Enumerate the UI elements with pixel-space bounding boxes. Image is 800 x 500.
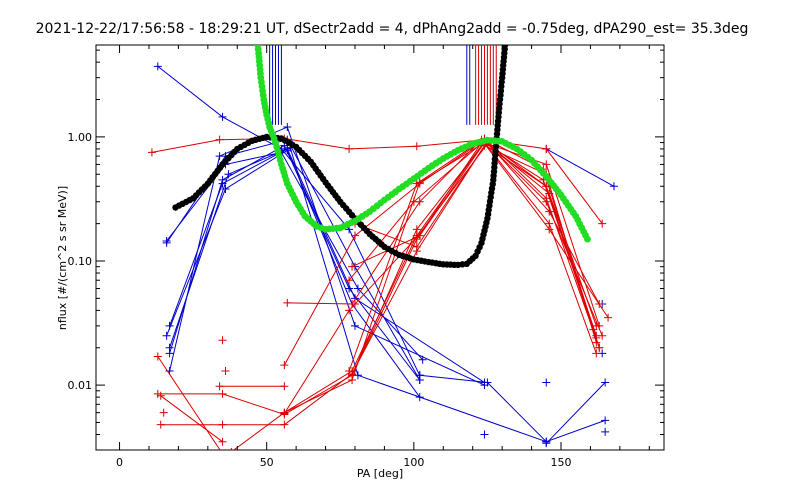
data-point-plus	[545, 219, 554, 228]
data-point-plus	[409, 197, 418, 206]
data-point-plus	[412, 242, 421, 251]
plot-frame	[95, 44, 665, 451]
data-point-plus	[542, 439, 551, 448]
data-point-plus	[542, 194, 551, 203]
data-point-plus	[542, 160, 551, 169]
data-point-plus	[415, 231, 424, 240]
series-line	[546, 148, 615, 187]
series-line	[287, 302, 356, 305]
data-point-plus	[159, 408, 168, 417]
series-line	[160, 395, 223, 443]
data-point-plus	[218, 112, 227, 121]
data-point-plus	[348, 300, 357, 309]
x-tick-label: 50	[260, 456, 274, 469]
data-point-plus	[415, 371, 424, 380]
data-point-plus	[483, 378, 492, 387]
data-point-plus	[153, 352, 162, 361]
data-point-plus	[601, 378, 610, 387]
data-point-plus	[345, 284, 354, 293]
data-point-plus	[218, 437, 227, 446]
data-point-plus	[598, 219, 607, 228]
data-point-plus	[156, 420, 165, 429]
data-point-plus	[147, 148, 156, 157]
series-line	[419, 374, 606, 443]
data-point-plus	[348, 262, 357, 271]
data-point-plus	[156, 391, 165, 400]
data-point-plus	[412, 179, 421, 188]
series-line	[151, 137, 603, 224]
data-point-plus	[598, 331, 607, 340]
x-tick-label: 0	[116, 456, 123, 469]
data-point-plus	[222, 449, 224, 450]
data-point-plus	[542, 144, 551, 153]
data-point-plus	[218, 336, 227, 345]
data-point-plus	[153, 62, 162, 71]
chart-title: 2021-12-22/17:56:58 - 18:29:21 UT, dSect…	[36, 21, 749, 37]
data-layer	[147, 45, 618, 450]
data-point-plus	[162, 331, 171, 340]
series-line	[157, 141, 597, 416]
series-line	[283, 139, 600, 366]
data-point-plus	[542, 378, 551, 387]
data-point-plus	[350, 231, 359, 240]
data-point-plus	[412, 142, 421, 151]
data-point-plus	[165, 349, 174, 358]
data-point-plus	[542, 182, 551, 191]
data-point-plus	[283, 298, 292, 307]
data-point-plus	[218, 389, 227, 398]
data-point-plus	[595, 321, 604, 330]
data-point-plus	[601, 427, 610, 436]
y-axis-label: nflux [#/(cm^2 s sr MeV)]	[56, 186, 69, 330]
data-point-plus	[348, 371, 357, 380]
data-point-plus	[345, 276, 354, 285]
data-point-plus	[215, 152, 224, 161]
data-point-plus	[215, 135, 224, 144]
model-curve-green-dot	[584, 235, 591, 243]
data-point-plus	[221, 366, 230, 375]
data-point-plus	[218, 420, 227, 429]
data-point-plus	[280, 420, 289, 429]
data-point-plus	[280, 361, 289, 370]
data-point-plus	[604, 313, 613, 322]
series-line	[157, 356, 221, 450]
axes-layer: 0 50 100 150 0.01 0.10 1.00	[68, 45, 664, 469]
data-point-plus	[221, 185, 230, 194]
x-tick-label: 150	[550, 456, 571, 469]
data-point-plus	[609, 182, 618, 191]
series-line	[284, 140, 597, 414]
data-point-plus	[230, 447, 232, 450]
data-point-plus	[595, 343, 604, 352]
data-point-plus	[353, 284, 362, 293]
data-point-plus	[283, 123, 292, 132]
data-point-plus	[350, 321, 359, 330]
data-point-plus	[280, 409, 289, 418]
series-line	[545, 382, 606, 444]
y-tick-label: 0.01	[68, 379, 93, 392]
y-tick-label: 0.10	[68, 255, 93, 268]
data-point-plus	[480, 430, 489, 439]
model-curve-black-dot	[501, 45, 509, 49]
data-point-plus	[215, 382, 224, 391]
data-point-plus	[218, 175, 227, 184]
data-point-plus	[280, 382, 289, 391]
data-point-plus	[345, 306, 354, 315]
data-point-plus	[592, 349, 601, 358]
x-tick-label: 100	[403, 456, 424, 469]
data-point-plus	[412, 225, 421, 234]
x-axis-label: PA [deg]	[357, 467, 403, 480]
data-point-plus	[601, 416, 610, 425]
data-point-plus	[589, 325, 598, 334]
data-point-plus	[162, 236, 171, 245]
y-tick-label: 1.00	[68, 131, 93, 144]
data-point-plus	[345, 366, 354, 375]
data-point-plus	[345, 144, 354, 153]
